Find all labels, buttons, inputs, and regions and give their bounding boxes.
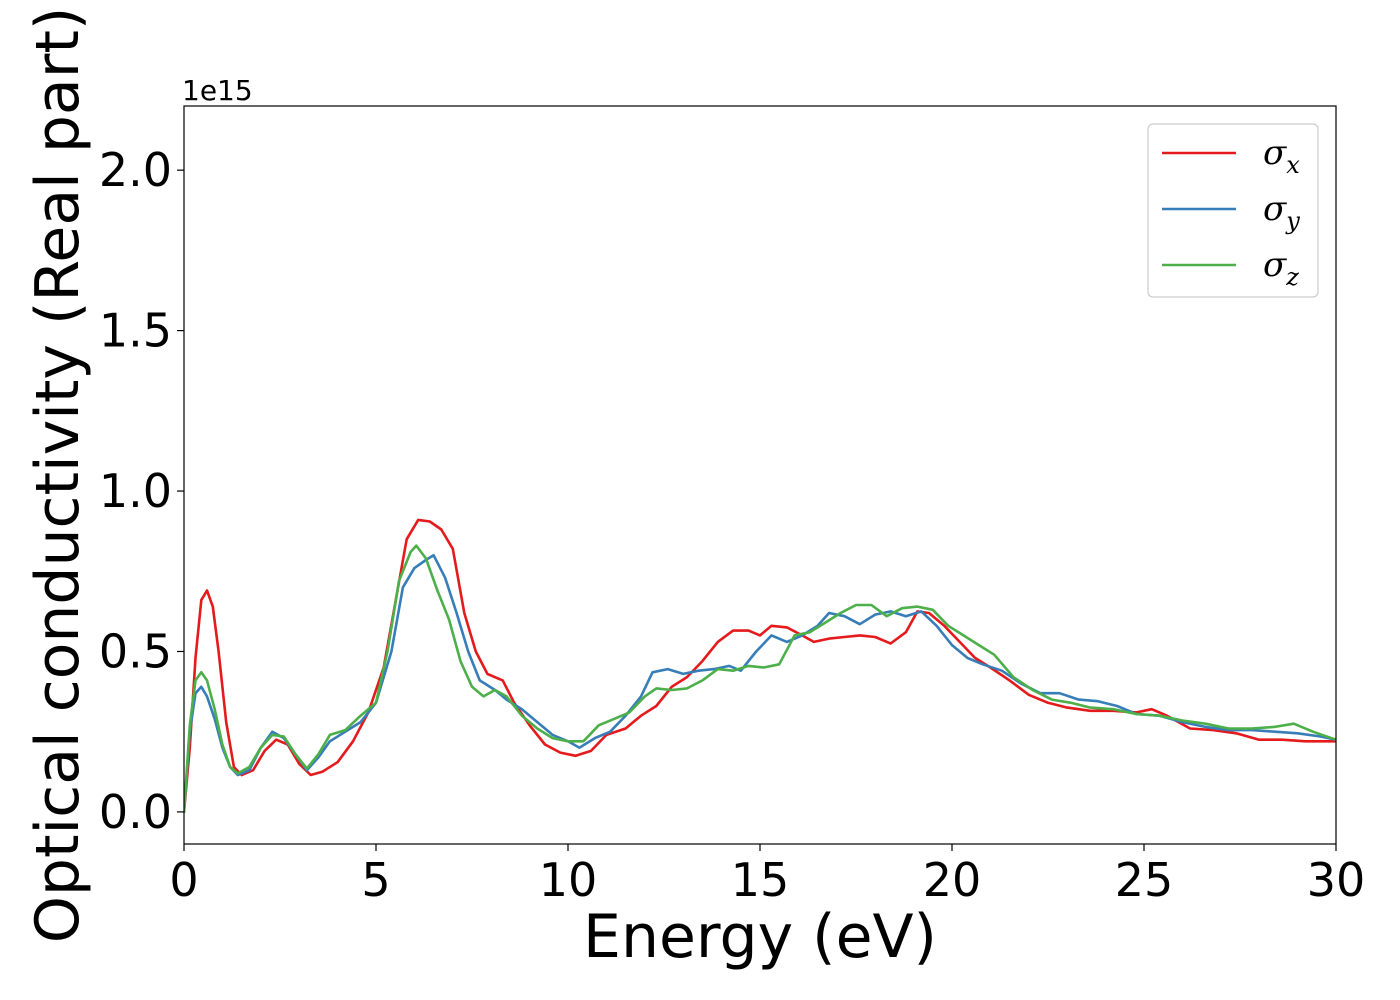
x-tick-label: 15 <box>731 853 790 907</box>
y-axis-title: Optical conductivity (Real part) <box>23 7 93 944</box>
y-axis-offset-text: 1e15 <box>182 74 253 107</box>
x-tick-label: 25 <box>1115 853 1174 907</box>
legend-label-z: σz <box>1263 245 1299 291</box>
x-tick-label: 10 <box>539 853 598 907</box>
y-tick-label: 2.0 <box>99 143 172 197</box>
y-tick-label: 0.5 <box>99 624 172 678</box>
series-line-z <box>184 544 1336 814</box>
x-axis-title: Energy (eV) <box>583 902 937 972</box>
x-tick-label: 30 <box>1307 853 1366 907</box>
x-tick-label: 20 <box>923 853 982 907</box>
series-line-y <box>184 553 1336 814</box>
y-axis-ticks: 0.0 0.5 1.0 1.5 2.0 <box>99 143 184 839</box>
plot-lines <box>184 518 1336 814</box>
legend-box <box>1147 123 1319 298</box>
y-tick-label: 1.0 <box>99 464 172 518</box>
x-tick-label: 5 <box>361 853 390 907</box>
x-axis-ticks: 0 5 10 15 20 25 30 <box>169 844 1365 907</box>
x-tick-label: 0 <box>169 853 198 907</box>
y-tick-label: 1.5 <box>99 304 172 358</box>
y-tick-label: 0.0 <box>99 785 172 839</box>
